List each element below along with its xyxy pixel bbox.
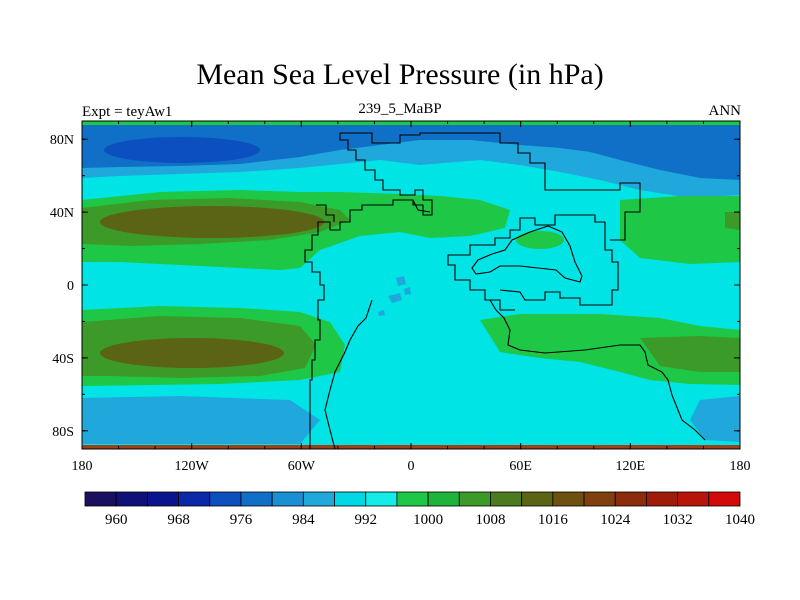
colorbar-label: 1024 bbox=[600, 512, 631, 528]
x-tick-label: 180 bbox=[72, 459, 93, 474]
coastline-inner-sea bbox=[471, 225, 583, 283]
contour-npacific-1024 bbox=[100, 206, 324, 238]
colorbar-swatch bbox=[614, 491, 647, 507]
colorbar-label: 1016 bbox=[538, 512, 569, 528]
colorbar-label: 984 bbox=[292, 512, 315, 528]
colorbar-swatch bbox=[115, 491, 148, 507]
colorbar-swatch bbox=[427, 491, 460, 507]
x-tick-label: 0 bbox=[408, 459, 415, 474]
contour-ne-1016 bbox=[725, 212, 740, 230]
pressure-field bbox=[82, 121, 740, 449]
contour-spacific-1024 bbox=[100, 338, 284, 368]
contour-se-992 bbox=[690, 396, 740, 442]
contour-se-1016 bbox=[640, 336, 740, 372]
colorbar-label: 1032 bbox=[663, 512, 693, 528]
contour-small-1008 bbox=[516, 231, 564, 249]
y-tick-label: 0 bbox=[67, 279, 74, 294]
contour-island bbox=[396, 276, 406, 286]
colorbar-swatch bbox=[178, 491, 211, 507]
colorbar-swatch bbox=[271, 491, 304, 507]
colorbar: 960 968 976 984 992 1000 1008 1016 1024 1032 1040 bbox=[84, 491, 755, 528]
colorbar-swatch bbox=[209, 491, 242, 507]
coastline-arctic-3 bbox=[412, 199, 431, 213]
y-tick-label: 40N bbox=[50, 206, 74, 221]
y-tick-label: 80N bbox=[50, 133, 74, 148]
season-label: ANN bbox=[708, 103, 742, 119]
contour-north-976 bbox=[104, 137, 260, 163]
contour-ne-1008 bbox=[620, 196, 740, 264]
coastline-gondwana bbox=[489, 299, 706, 441]
colorbar-swatch bbox=[646, 491, 679, 507]
experiment-label: Expt = teyAw1 bbox=[82, 104, 173, 120]
colorbar-label: 992 bbox=[354, 512, 377, 528]
colorbar-label: 1000 bbox=[413, 512, 443, 528]
colorbar-swatch bbox=[458, 491, 491, 507]
colorbar-swatch bbox=[490, 491, 523, 507]
coastline-arctic bbox=[340, 132, 641, 241]
y-tick-label: 80S bbox=[52, 425, 74, 440]
colorbar-label: 1008 bbox=[475, 512, 505, 528]
x-tick-label: 120E bbox=[616, 459, 646, 474]
colorbar-swatch bbox=[396, 491, 429, 507]
coastline-americas bbox=[304, 133, 433, 449]
colorbar-swatch bbox=[677, 491, 710, 507]
colorbar-label: 968 bbox=[167, 512, 190, 528]
period-label: 239_5_MaBP bbox=[358, 101, 442, 117]
colorbar-swatch bbox=[240, 491, 273, 507]
y-axis: 80N 40N 0 40S 80S bbox=[50, 133, 740, 440]
coastline-east bbox=[499, 222, 619, 306]
colorbar-swatch bbox=[365, 491, 398, 507]
contour-north-984 bbox=[82, 121, 740, 180]
x-axis: 180 120W 60W 0 60E 120E 180 bbox=[72, 121, 751, 474]
colorbar-label: 1040 bbox=[725, 512, 755, 528]
x-tick-label: 60E bbox=[509, 459, 532, 474]
x-tick-label: 60W bbox=[288, 459, 316, 474]
x-tick-label: 120W bbox=[175, 459, 210, 474]
y-tick-label: 40S bbox=[52, 352, 74, 367]
coastline-arctic-2 bbox=[316, 204, 335, 222]
contour-island bbox=[404, 287, 411, 295]
colorbar-swatch bbox=[146, 491, 179, 507]
colorbar-swatch bbox=[708, 491, 741, 507]
colorbar-label: 960 bbox=[105, 512, 128, 528]
colorbar-swatch bbox=[521, 491, 554, 507]
colorbar-swatch bbox=[302, 491, 335, 507]
coastline-americas-east bbox=[324, 299, 373, 450]
colorbar-label: 976 bbox=[230, 512, 253, 528]
contour-south-992 bbox=[82, 396, 320, 444]
colorbar-swatch bbox=[583, 491, 616, 507]
coastline-eurasia bbox=[447, 214, 605, 311]
contour-island bbox=[378, 310, 385, 316]
coastlines bbox=[304, 132, 706, 450]
x-tick-label: 180 bbox=[730, 459, 751, 474]
colorbar-swatch bbox=[334, 491, 367, 507]
colorbar-swatch bbox=[84, 491, 117, 507]
map-title: Mean Sea Level Pressure (in hPa) bbox=[196, 58, 604, 91]
colorbar-swatch bbox=[552, 491, 585, 507]
contour-island bbox=[388, 293, 402, 303]
